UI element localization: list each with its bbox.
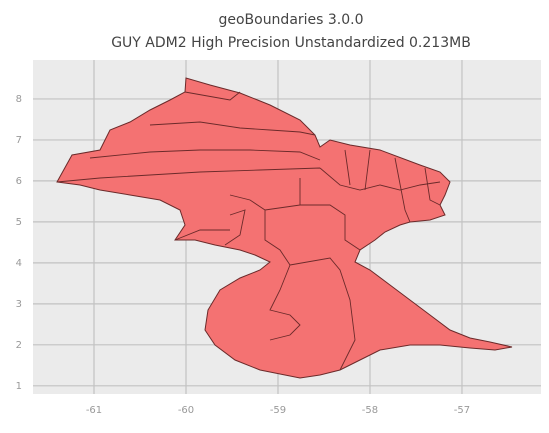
- x-tick-label: -60: [178, 405, 194, 416]
- y-tick-label: 5: [16, 217, 22, 228]
- x-tick-label: -61: [86, 405, 102, 416]
- chart-subtitle: GUY ADM2 High Precision Unstandardized 0…: [111, 35, 471, 51]
- y-tick-label: 2: [16, 340, 22, 351]
- country-outline: [56, 77, 513, 379]
- x-tick-label: -57: [454, 405, 470, 416]
- y-tick-label: 1: [16, 381, 22, 392]
- region-borders: [56, 91, 441, 371]
- y-tick-label: 7: [16, 135, 22, 146]
- y-tick-label: 8: [16, 94, 22, 105]
- y-tick-label: 4: [16, 258, 22, 269]
- y-tick-label: 3: [16, 299, 22, 310]
- x-tick-label: -59: [270, 405, 286, 416]
- chart-title: geoBoundaries 3.0.0: [218, 12, 363, 28]
- country-map: [56, 77, 513, 379]
- x-tick-label: -58: [362, 405, 378, 416]
- y-tick-label: 6: [16, 176, 22, 187]
